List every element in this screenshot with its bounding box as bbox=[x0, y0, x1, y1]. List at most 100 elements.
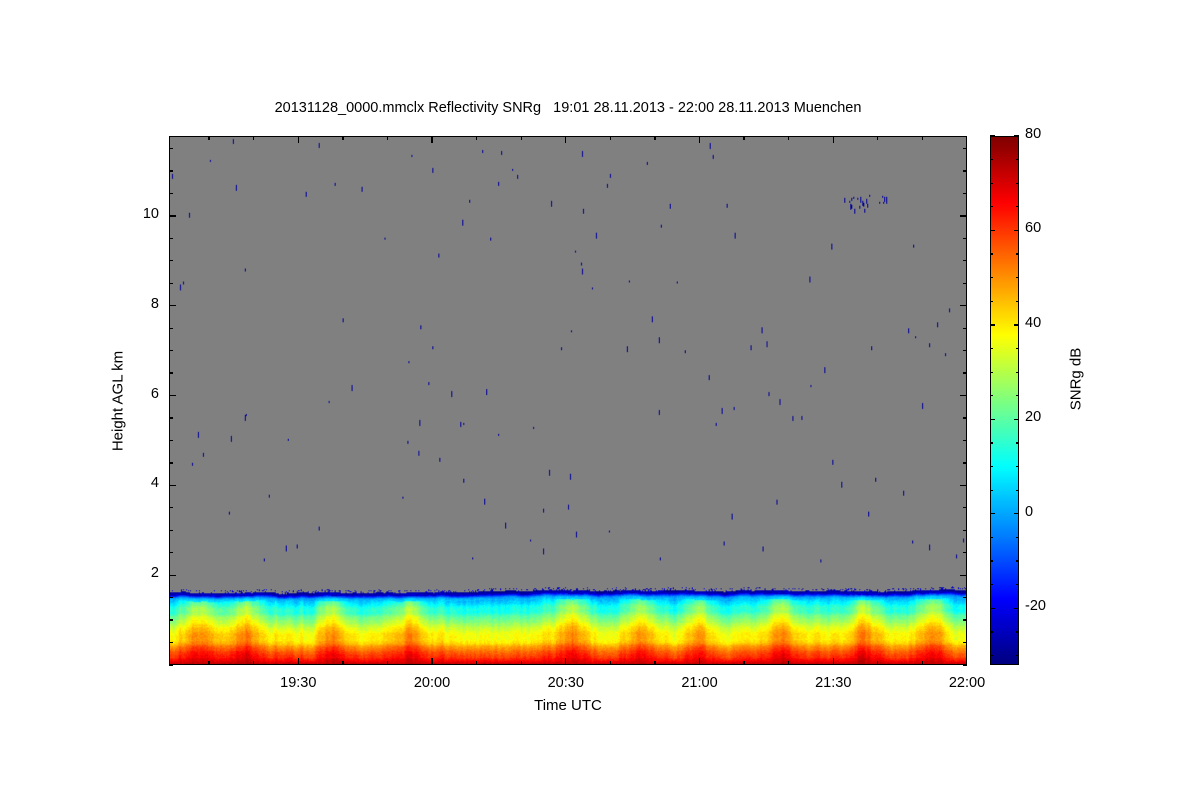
x-tick-major-top bbox=[297, 136, 299, 143]
colorbar-tick-minor-right bbox=[1016, 253, 1019, 255]
colorbar-tick-minor-right bbox=[1016, 206, 1019, 208]
y-tick-minor bbox=[169, 552, 173, 554]
colorbar-tick-major-right bbox=[1014, 513, 1019, 515]
colorbar-tick-major bbox=[990, 607, 995, 609]
x-tick-major-top bbox=[431, 136, 433, 143]
colorbar-tick-minor bbox=[990, 182, 993, 184]
colorbar-tick-major bbox=[990, 324, 995, 326]
colorbar-tick-minor bbox=[990, 584, 993, 586]
y-tick-minor bbox=[169, 462, 173, 464]
x-tick-label: 22:00 bbox=[948, 675, 986, 691]
y-tick-minor-right bbox=[963, 147, 967, 150]
colorbar-tick-minor bbox=[990, 206, 993, 208]
y-tick-major bbox=[169, 484, 176, 487]
colorbar-tick-minor-right bbox=[1016, 182, 1019, 184]
y-tick-minor bbox=[169, 282, 173, 284]
x-tick-minor-top bbox=[877, 136, 879, 140]
x-tick-minor-top bbox=[520, 136, 522, 140]
x-tick-minor-top bbox=[743, 136, 745, 140]
colorbar-tick-minor bbox=[990, 536, 993, 539]
y-tick-minor-right bbox=[963, 619, 967, 621]
y-tick-minor bbox=[169, 372, 173, 374]
y-tick-label: 6 bbox=[150, 385, 159, 402]
colorbar-tick-minor bbox=[990, 371, 993, 373]
colorbar-tick-minor-right bbox=[1016, 466, 1019, 468]
y-tick-major bbox=[169, 574, 176, 576]
y-tick-minor-right bbox=[963, 664, 967, 666]
colorbar-tick-label: 20 bbox=[1025, 409, 1042, 426]
y-tick-minor bbox=[169, 147, 173, 150]
x-tick-label: 19:30 bbox=[280, 675, 317, 691]
colorbar-tick-minor bbox=[990, 489, 993, 491]
colorbar-tick-major-right bbox=[1014, 135, 1019, 137]
x-tick-major-top bbox=[698, 136, 701, 143]
y-tick-minor-right bbox=[963, 529, 967, 531]
x-tick-minor bbox=[788, 661, 790, 665]
x-tick-minor-top bbox=[921, 136, 924, 140]
colorbar-tick-minor-right bbox=[1016, 631, 1019, 633]
x-tick-label: 21:00 bbox=[681, 675, 718, 691]
colorbar-tick-minor bbox=[990, 347, 993, 350]
y-tick-major bbox=[169, 215, 176, 217]
y-tick-major-right bbox=[960, 215, 967, 217]
y-tick-label: 8 bbox=[150, 295, 159, 312]
reflectivity-heatmap bbox=[170, 137, 966, 664]
x-tick-minor bbox=[609, 661, 611, 665]
y-tick-major bbox=[169, 305, 176, 307]
y-tick-major-right bbox=[960, 394, 967, 397]
y-tick-minor-right bbox=[963, 170, 967, 172]
y-tick-major-right bbox=[960, 574, 967, 576]
x-tick-minor bbox=[342, 661, 344, 665]
colorbar-tick-label: 80 bbox=[1025, 126, 1042, 142]
colorbar-tick-minor bbox=[990, 442, 993, 444]
y-tick-minor bbox=[169, 507, 173, 509]
x-tick-minor-top bbox=[654, 136, 656, 140]
colorbar-tick-minor-right bbox=[1016, 159, 1019, 161]
y-tick-minor-right bbox=[963, 237, 967, 240]
x-tick-minor bbox=[743, 661, 745, 665]
colorbar-tick-minor-right bbox=[1016, 395, 1019, 397]
page-title: 20131128_0000.mmclx Reflectivity SNRg 19… bbox=[274, 100, 862, 116]
y-tick-minor bbox=[169, 529, 173, 531]
x-tick-minor-top bbox=[208, 136, 210, 140]
colorbar-tick-minor-right bbox=[1016, 347, 1019, 350]
y-axis-title: Height AGL km bbox=[109, 350, 127, 451]
y-tick-minor bbox=[169, 596, 173, 599]
y-tick-minor-right bbox=[963, 439, 967, 442]
x-tick-minor-top bbox=[386, 136, 389, 140]
colorbar-tick-minor bbox=[990, 654, 993, 657]
colorbar-tick-minor bbox=[990, 395, 993, 397]
x-tick-label: 21:30 bbox=[815, 675, 852, 691]
y-tick-minor bbox=[169, 417, 173, 419]
colorbar-tick-minor-right bbox=[1016, 371, 1019, 373]
y-tick-minor-right bbox=[963, 507, 967, 509]
colorbar-tick-label: 0 bbox=[1025, 503, 1034, 520]
x-tick-minor bbox=[921, 661, 924, 665]
colorbar bbox=[990, 136, 1019, 665]
colorbar-tick-major-right bbox=[1014, 229, 1019, 232]
x-tick-label: 20:00 bbox=[413, 675, 451, 691]
colorbar-tick-minor bbox=[990, 631, 993, 633]
x-tick-minor-top bbox=[253, 136, 255, 140]
colorbar-tick-minor-right bbox=[1016, 536, 1019, 539]
y-tick-minor bbox=[169, 619, 173, 621]
colorbar-tick-minor bbox=[990, 466, 993, 468]
y-tick-minor bbox=[169, 350, 173, 352]
colorbar-tick-minor-right bbox=[1016, 654, 1019, 657]
colorbar-tick-major-right bbox=[1014, 418, 1019, 420]
colorbar-tick-major bbox=[990, 513, 995, 515]
x-tick-major bbox=[832, 658, 834, 665]
colorbar-tick-major bbox=[990, 418, 995, 420]
x-axis-title: Time UTC bbox=[534, 697, 602, 714]
y-tick-minor bbox=[169, 260, 173, 262]
colorbar-axis-title: SNRg dB bbox=[1067, 347, 1085, 410]
x-tick-major-top bbox=[832, 136, 834, 143]
colorbar-tick-label: 60 bbox=[1025, 220, 1042, 237]
colorbar-tick-minor-right bbox=[1016, 300, 1019, 302]
colorbar-tick-minor bbox=[990, 277, 993, 279]
colorbar-tick-label: 40 bbox=[1025, 314, 1042, 331]
x-tick-major-top bbox=[565, 136, 567, 143]
colorbar-tick-minor-right bbox=[1016, 442, 1019, 444]
x-tick-label: 20:30 bbox=[547, 675, 584, 691]
y-tick-minor-right bbox=[963, 552, 967, 554]
